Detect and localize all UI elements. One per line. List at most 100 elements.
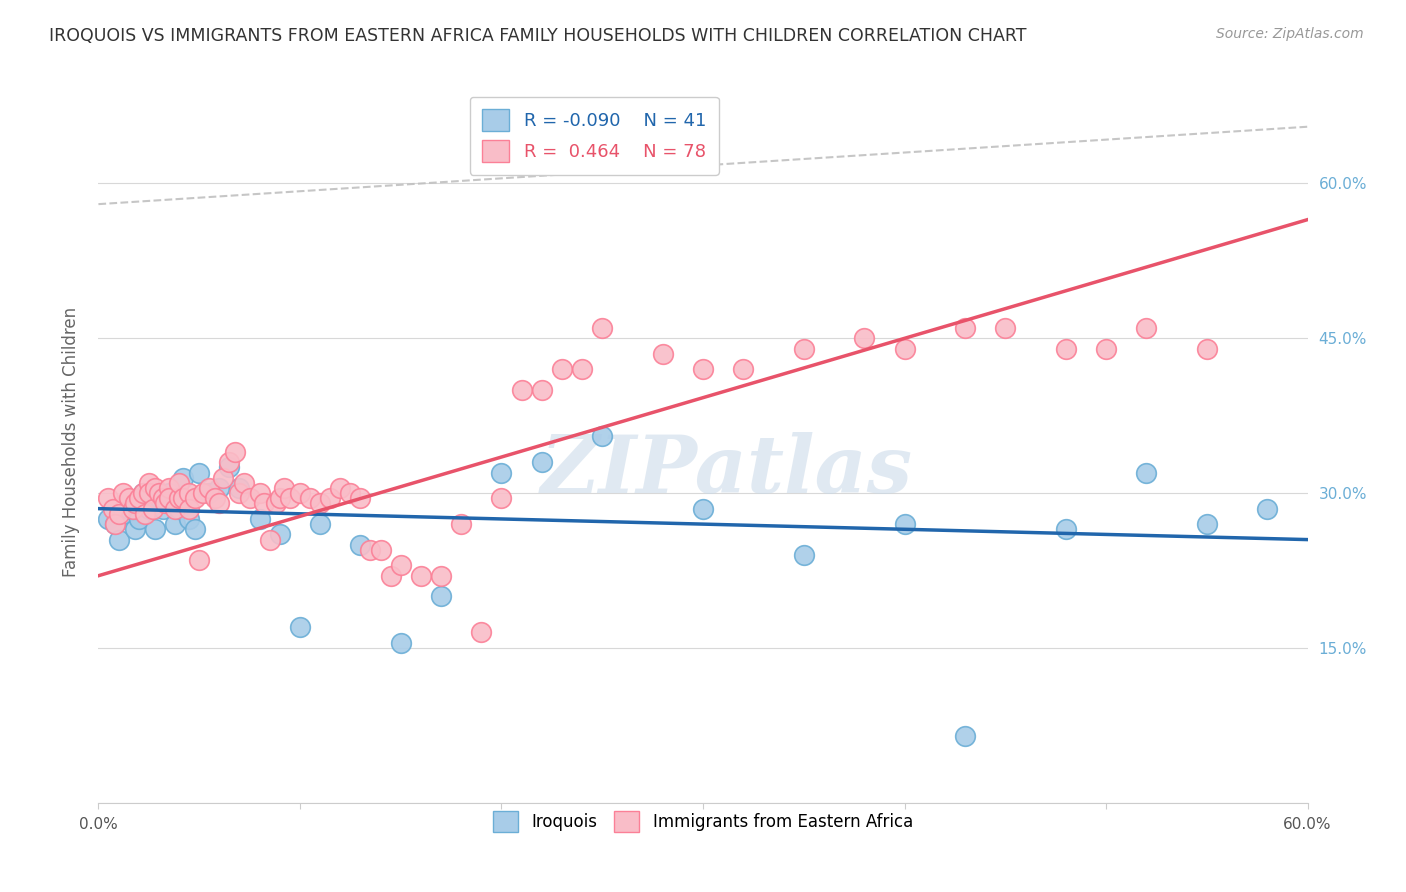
- Point: [184, 522, 207, 536]
- Point: [184, 491, 207, 506]
- Point: [128, 512, 150, 526]
- Point: [118, 501, 141, 516]
- Point: [853, 331, 876, 345]
- Y-axis label: Family Households with Children: Family Households with Children: [62, 307, 80, 576]
- Point: [288, 620, 311, 634]
- Point: [264, 496, 287, 510]
- Point: [107, 533, 129, 547]
- Point: [269, 491, 291, 506]
- Point: [692, 501, 714, 516]
- Point: [132, 486, 155, 500]
- Point: [224, 445, 246, 459]
- Point: [430, 590, 453, 604]
- Point: [319, 491, 342, 506]
- Point: [103, 517, 125, 532]
- Point: [208, 481, 231, 495]
- Point: [249, 512, 271, 526]
- Point: [239, 491, 262, 506]
- Point: [1095, 342, 1118, 356]
- Point: [167, 501, 190, 516]
- Point: [1195, 342, 1218, 356]
- Point: [228, 481, 250, 495]
- Text: IROQUOIS VS IMMIGRANTS FROM EASTERN AFRICA FAMILY HOUSEHOLDS WITH CHILDREN CORRE: IROQUOIS VS IMMIGRANTS FROM EASTERN AFRI…: [49, 27, 1026, 45]
- Point: [953, 321, 976, 335]
- Point: [430, 568, 453, 582]
- Point: [204, 491, 226, 506]
- Point: [148, 491, 170, 506]
- Point: [157, 486, 180, 500]
- Point: [339, 486, 361, 500]
- Point: [152, 491, 174, 506]
- Point: [309, 517, 332, 532]
- Point: [1135, 321, 1157, 335]
- Point: [1135, 466, 1157, 480]
- Point: [163, 501, 186, 516]
- Point: [121, 501, 143, 516]
- Point: [138, 475, 160, 490]
- Point: [299, 491, 322, 506]
- Point: [893, 342, 915, 356]
- Point: [591, 321, 613, 335]
- Point: [269, 527, 291, 541]
- Point: [188, 553, 211, 567]
- Point: [157, 481, 180, 495]
- Point: [793, 342, 815, 356]
- Point: [172, 491, 194, 506]
- Point: [107, 507, 129, 521]
- Point: [198, 481, 221, 495]
- Point: [118, 491, 141, 506]
- Point: [193, 486, 215, 500]
- Point: [97, 512, 120, 526]
- Point: [212, 470, 235, 484]
- Point: [218, 460, 240, 475]
- Point: [994, 321, 1017, 335]
- Point: [134, 507, 156, 521]
- Point: [551, 362, 574, 376]
- Point: [450, 517, 472, 532]
- Point: [152, 501, 174, 516]
- Point: [253, 496, 276, 510]
- Point: [188, 466, 211, 480]
- Point: [163, 517, 186, 532]
- Point: [389, 558, 412, 573]
- Point: [733, 362, 755, 376]
- Point: [692, 362, 714, 376]
- Point: [380, 568, 402, 582]
- Point: [249, 486, 271, 500]
- Point: [288, 486, 311, 500]
- Point: [1054, 522, 1077, 536]
- Point: [138, 486, 160, 500]
- Point: [143, 481, 166, 495]
- Point: [179, 512, 201, 526]
- Point: [124, 496, 146, 510]
- Point: [273, 481, 295, 495]
- Point: [470, 625, 492, 640]
- Point: [530, 383, 553, 397]
- Point: [97, 491, 120, 506]
- Point: [491, 466, 513, 480]
- Point: [179, 486, 201, 500]
- Point: [329, 481, 352, 495]
- Point: [153, 496, 176, 510]
- Point: [491, 491, 513, 506]
- Point: [1054, 342, 1077, 356]
- Point: [218, 455, 240, 469]
- Point: [111, 507, 134, 521]
- Point: [128, 491, 150, 506]
- Point: [157, 491, 180, 506]
- Text: Source: ZipAtlas.com: Source: ZipAtlas.com: [1216, 27, 1364, 41]
- Point: [409, 568, 432, 582]
- Point: [179, 501, 201, 516]
- Point: [651, 347, 673, 361]
- Point: [167, 475, 190, 490]
- Point: [389, 636, 412, 650]
- Point: [167, 491, 190, 506]
- Point: [101, 501, 124, 516]
- Point: [143, 522, 166, 536]
- Point: [111, 486, 134, 500]
- Point: [232, 475, 254, 490]
- Point: [132, 486, 155, 500]
- Point: [530, 455, 553, 469]
- Point: [142, 501, 165, 516]
- Point: [309, 496, 332, 510]
